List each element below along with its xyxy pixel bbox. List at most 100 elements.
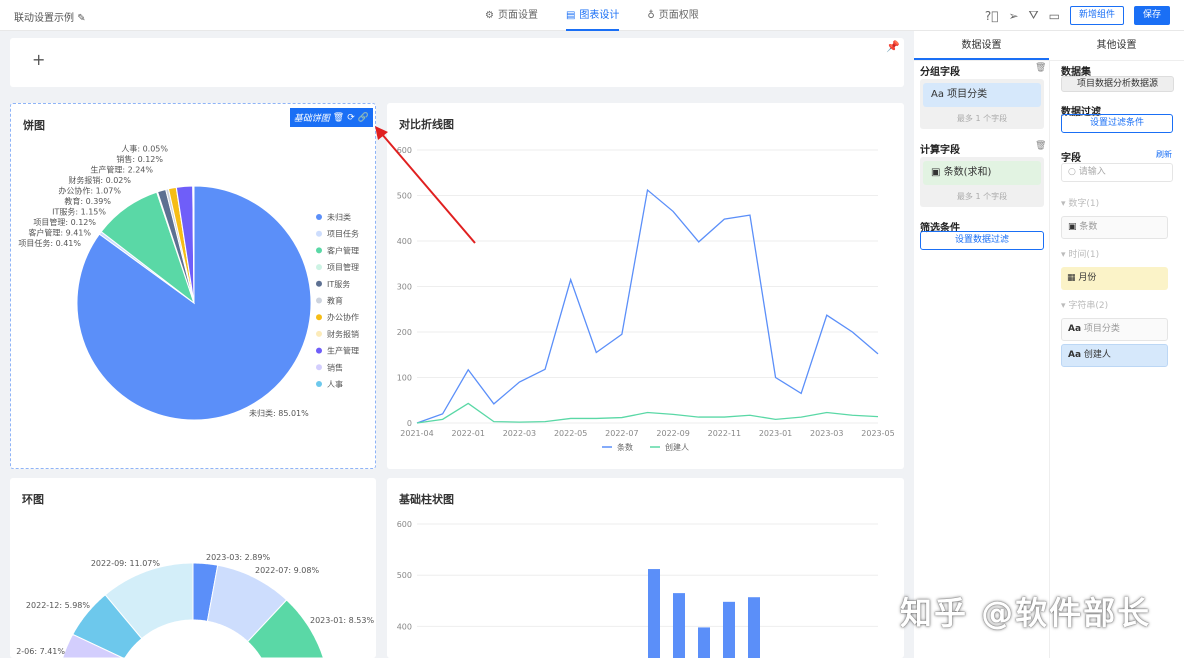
field-item-count[interactable]: ▣ 条数	[1061, 216, 1168, 239]
line-title: 对比折线图	[399, 118, 454, 131]
legend-marker	[316, 381, 322, 387]
link-icon[interactable]: 🔗	[357, 112, 369, 123]
chart-toolbar: 基础饼图 🗑 ⟳ 🔗	[289, 108, 373, 127]
number-icon: ▣	[1068, 222, 1077, 232]
pie-card[interactable]: 饼图 基础饼图 🗑 ⟳ 🔗 未归类: 85.01% 项目任务: 0.41% 客户管理: …	[10, 103, 376, 469]
y-tick-label: 100	[397, 374, 412, 383]
x-tick-label: 2022-11	[708, 429, 741, 438]
legend-marker	[316, 280, 322, 287]
pie-label: 客户管理: 9.41%	[28, 228, 91, 238]
page-title[interactable]: 联动设置示例 ✎	[14, 13, 86, 24]
tab-data-settings[interactable]: 数据设置	[914, 31, 1049, 60]
series-line-0	[416, 188, 879, 424]
group-field-chip[interactable]: Aa 项目分类	[923, 83, 1041, 107]
legend-marker	[316, 330, 322, 337]
pie-label: 财务报销: 0.02%	[68, 175, 131, 185]
dataset-label: 数据集	[1061, 67, 1091, 78]
trash-icon[interactable]: 🗑	[1035, 141, 1047, 151]
pie-title: 饼图	[23, 119, 45, 132]
filter-icon[interactable]: ⛛	[1028, 8, 1039, 22]
y-tick-label: 400	[397, 237, 412, 246]
bar-2022-09	[673, 593, 685, 658]
lock-icon: ♁	[647, 10, 655, 21]
line-chart: 0 100 200 300 400 500 600 2021-04 2022-01 2022-03…	[397, 146, 895, 452]
donut-slice	[247, 599, 325, 658]
legend-label: 项目任务	[327, 229, 359, 239]
toolbar-card: + 📌	[10, 38, 904, 87]
watermark: 知乎 @软件部长	[900, 594, 1152, 632]
y-tick-label: 0	[407, 419, 412, 428]
pie-label: 项目任务: 0.41%	[18, 238, 81, 248]
donut-label: 2022-07: 9.08%	[255, 566, 319, 575]
line-card: 对比折线图 0 100 200 300 400 500 600 2021-04 2022-01 2…	[387, 103, 904, 469]
bar-2022-11	[723, 601, 735, 658]
y-tick-label: 500	[397, 571, 412, 580]
legend-label: IT服务	[327, 279, 350, 289]
legend-marker	[316, 297, 322, 304]
tab-page-permissions[interactable]: ♁ 页面权限	[647, 0, 698, 31]
tab-other-settings[interactable]: 其他设置	[1096, 40, 1137, 51]
help-icon[interactable]: ?⃝	[984, 8, 999, 23]
legend-label: 教育	[327, 296, 343, 306]
calc-field-hint: 最多 1 个字段	[956, 192, 1008, 201]
trash-icon[interactable]: 🗑	[332, 112, 345, 123]
pie-label: 项目管理: 0.12%	[33, 217, 96, 227]
series-line-1	[416, 402, 879, 424]
field-item-creator[interactable]: Aa 创建人	[1061, 344, 1168, 367]
set-filter-condition-button[interactable]: 设置过滤条件	[1061, 114, 1173, 133]
donut-label: 2-06: 7.41%	[16, 647, 65, 656]
bar-chart: 400 500 600	[397, 520, 878, 658]
add-button[interactable]: +	[32, 50, 46, 69]
pie-label: 教育: 0.39%	[64, 196, 111, 206]
group-field-hint: 最多 1 个字段	[956, 114, 1008, 123]
donut-slice	[104, 562, 194, 640]
bar-2022-08	[648, 569, 660, 658]
y-tick-label: 600	[397, 146, 412, 155]
refresh-link[interactable]: 刷新	[1156, 150, 1172, 159]
bar-2022-12	[748, 597, 760, 658]
tab-page-settings[interactable]: ⚙ 页面设置	[485, 0, 538, 31]
group-number[interactable]: ▾ 数字(1)	[1061, 199, 1100, 209]
edit-icon[interactable]: ✎	[77, 13, 86, 24]
y-tick-label: 300	[397, 283, 412, 292]
pie-label: 人事: 0.05%	[121, 144, 168, 154]
legend-marker	[316, 314, 322, 321]
donut-slice	[56, 633, 124, 658]
monitor-icon[interactable]: ▭	[1048, 8, 1060, 23]
bar-card: 基础柱状图 400 500 600	[387, 478, 904, 658]
field-item-project-category[interactable]: Aa 项目分类	[1061, 318, 1168, 341]
legend-label: 办公协作	[327, 312, 359, 322]
search-icon: ○	[1068, 167, 1076, 177]
chart-icon: ▤	[565, 10, 576, 21]
field-search-input[interactable]: ○ 请输入	[1061, 163, 1173, 182]
group-time[interactable]: ▾ 时间(1)	[1061, 250, 1100, 260]
legend-label: 财务报销	[327, 329, 359, 339]
set-data-filter-button[interactable]: 设置数据过滤	[920, 231, 1044, 250]
bar-title: 基础柱状图	[399, 493, 454, 506]
add-component-button[interactable]: 新增组件	[1069, 6, 1124, 25]
donut-label: 2023-01: 8.53%	[310, 616, 374, 625]
group-field-label: 分组字段	[920, 67, 960, 78]
x-tick-label: 2022-09	[656, 429, 689, 438]
pie-label: 办公协作: 1.07%	[58, 186, 121, 196]
field-item-month[interactable]: ▦ 月份	[1061, 267, 1168, 290]
filter-label: 筛选条件	[920, 223, 960, 234]
bar-2022-10	[698, 627, 710, 658]
chart-type-badge[interactable]: 基础饼图	[293, 114, 330, 124]
legend-label: 创建人	[665, 442, 689, 452]
calc-field-chip[interactable]: ▣ 条数(求和)	[923, 161, 1041, 185]
group-string[interactable]: ▾ 字符串(2)	[1061, 301, 1109, 311]
pie-label: 生产管理: 2.24%	[90, 165, 153, 175]
dataset-select[interactable]: 项目数据分析数据源	[1061, 76, 1174, 92]
send-icon[interactable]: ➢	[1008, 8, 1019, 23]
refresh-icon[interactable]: ⟳	[347, 112, 355, 123]
settings-panel: 数据设置 其他设置 分组字段 🗑 Aa 项目分类 最多 1 个字段 计算字段 🗑…	[914, 31, 1184, 658]
pin-icon[interactable]: 📌	[886, 40, 900, 53]
top-bar: 联动设置示例 ✎ ⚙ 页面设置 ▤ 图表设计 ♁ 页面权限 ?⃝ ➢ ⛛ ▭ 新增组件…	[0, 0, 1184, 31]
save-button[interactable]: 保存	[1133, 6, 1170, 25]
tab-chart-design[interactable]: ▤ 图表设计	[565, 0, 620, 31]
donut-label: 2022-12: 5.98%	[26, 601, 90, 610]
y-tick-label: 500	[397, 192, 412, 201]
donut-chart: 2023-03: 2.89% 2022-07: 9.08% 2023-01: 8.5…	[16, 553, 374, 658]
trash-icon[interactable]: 🗑	[1035, 63, 1047, 73]
